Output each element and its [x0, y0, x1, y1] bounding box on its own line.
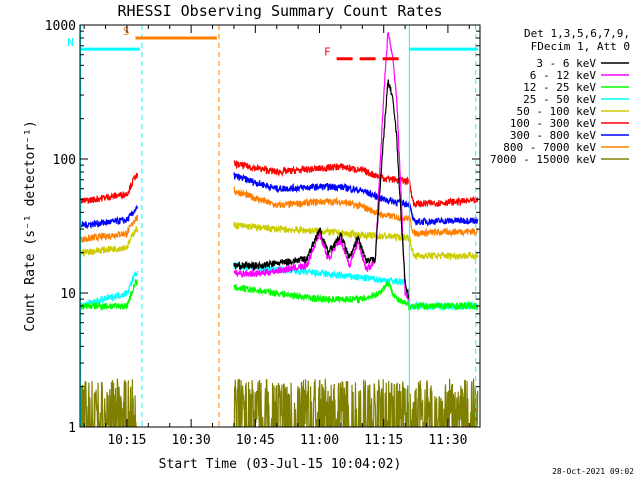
x-tick-label: 10:15: [107, 433, 146, 448]
series-line: [80, 378, 479, 427]
series-line: [80, 185, 479, 244]
x-tick-label: 11:30: [428, 433, 467, 448]
legend-label: 6 - 12 keV: [530, 69, 597, 82]
flag-label: S: [123, 25, 130, 38]
plot-frame: [79, 24, 481, 428]
y-tick-label: 100: [53, 153, 76, 168]
legend-label: 50 - 100 keV: [517, 105, 597, 118]
footer-date: 28-Oct-2021 09:02: [552, 467, 634, 476]
x-tick-label: 10:30: [172, 433, 211, 448]
series-group: [80, 32, 479, 427]
axis-layer: 1 10 100 1000 10:15 10:30 10:45 11:00 11:15 11:30: [45, 19, 480, 448]
series-layer: [80, 32, 479, 427]
series-line: [80, 279, 479, 312]
flag-label: N: [67, 36, 74, 49]
series-line: [80, 222, 479, 262]
legend-label: 300 - 800 keV: [510, 129, 596, 142]
x-tick-label: 10:45: [236, 433, 275, 448]
legend-label: 7000 - 15000 keV: [490, 153, 596, 166]
y-axis-label: Count Rate (s⁻¹ detector⁻¹): [23, 120, 38, 331]
legend-label: 100 - 300 keV: [510, 117, 596, 130]
series-line: [233, 79, 410, 299]
marker-layer: S N F: [67, 25, 478, 427]
legend-label: 12 - 25 keV: [523, 81, 596, 94]
legend: Det 1,3,5,6,7,9, FDecim 1, Att 0 3 - 6 k…: [490, 27, 630, 166]
series-line: [80, 159, 479, 208]
x-tick-label: 11:15: [364, 433, 403, 448]
y-tick-label: 1: [68, 421, 76, 436]
y-tick-label: 10: [60, 287, 76, 302]
y-tick-label: 1000: [45, 19, 76, 34]
series-line: [80, 172, 479, 230]
legend-label: 800 - 7000 keV: [503, 141, 596, 154]
flag-label: F: [324, 46, 331, 59]
legend-label: 25 - 50 keV: [523, 93, 596, 106]
legend-header-1: Det 1,3,5,6,7,9,: [524, 27, 630, 40]
legend-header-2: FDecim 1, Att 0: [531, 40, 630, 53]
x-tick-label: 11:00: [300, 433, 339, 448]
legend-label: 3 - 6 keV: [536, 57, 596, 70]
x-axis-label: Start Time (03-Jul-15 10:04:02): [159, 457, 402, 472]
chart-title: RHESSI Observing Summary Count Rates: [117, 2, 442, 20]
